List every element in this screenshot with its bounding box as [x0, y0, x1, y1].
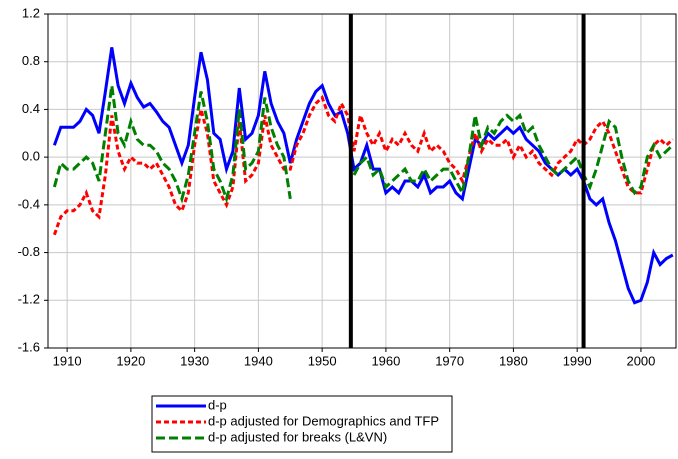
x-tick-label: 1970	[435, 353, 464, 368]
y-tick-label: 0.0	[22, 149, 40, 164]
legend-label: d-p adjusted for breaks (L&VN)	[208, 429, 387, 444]
legend-label: d-p adjusted for Demographics and TFP	[208, 413, 439, 428]
series-line	[52, 47, 674, 305]
series-line	[52, 94, 674, 236]
x-tick-label: 1950	[308, 353, 337, 368]
x-tick-label: 1990	[563, 353, 592, 368]
y-tick-label: 1.2	[22, 5, 40, 20]
series-line	[52, 85, 674, 204]
x-tick-label: 1920	[116, 353, 145, 368]
x-tick-label: 1980	[499, 353, 528, 368]
y-tick-label: 0.8	[22, 53, 40, 68]
y-tick-label: -0.8	[18, 244, 40, 259]
y-tick-label: -0.4	[18, 196, 40, 211]
y-tick-label: -1.6	[18, 339, 40, 354]
x-tick-label: 1930	[180, 353, 209, 368]
x-tick-label: 1910	[53, 353, 82, 368]
y-tick-label: 0.4	[22, 101, 40, 116]
plot-frame	[47, 13, 677, 349]
x-tick-label: 1960	[371, 353, 400, 368]
x-tick-label: 1940	[244, 353, 273, 368]
y-tick-label: -1.2	[18, 292, 40, 307]
legend-label: d-p	[208, 397, 227, 412]
x-tick-label: 2000	[626, 353, 655, 368]
